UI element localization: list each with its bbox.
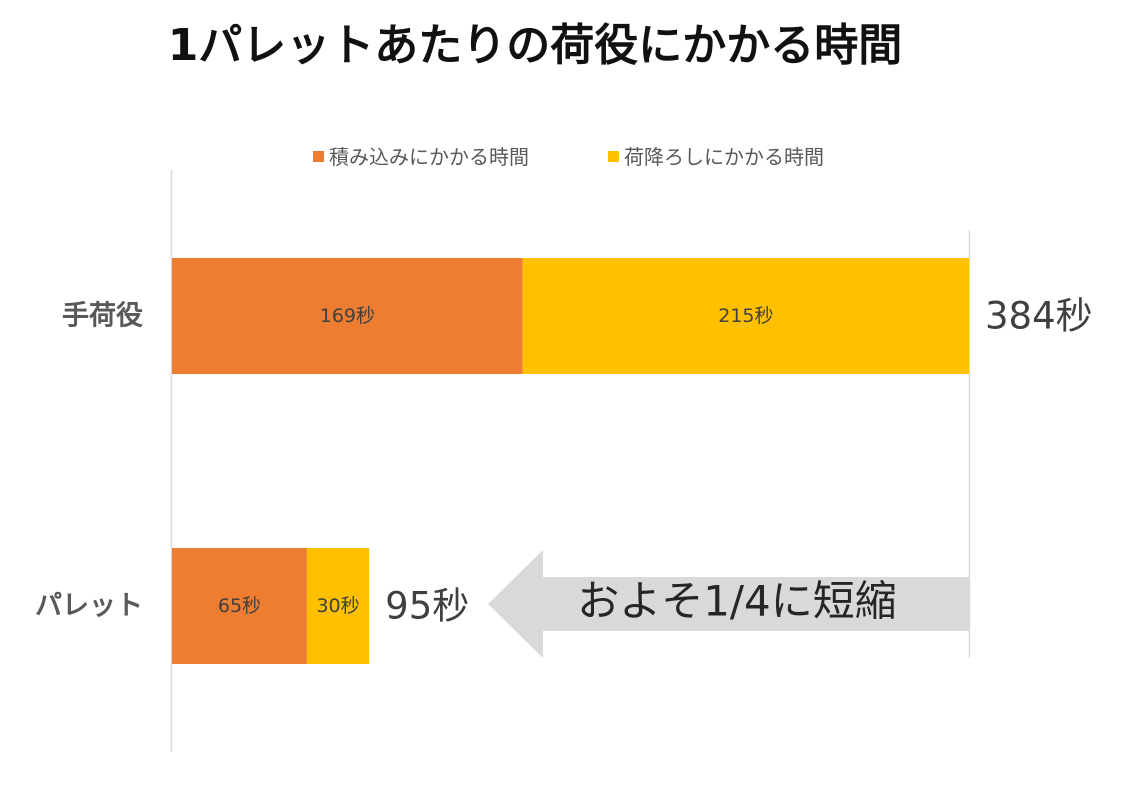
total-label: 95秒: [385, 585, 469, 628]
legend-swatch: [313, 151, 324, 162]
bars: 169秒 215秒 65秒 30秒: [172, 258, 969, 664]
bar-value-label: 215秒: [718, 305, 773, 327]
chart-title: 1パレットあたりの荷役にかかる時間: [168, 20, 903, 71]
bar-segment: [172, 548, 307, 664]
total-labels: 384秒 95秒: [385, 295, 1092, 628]
total-label: 384秒: [985, 295, 1093, 338]
legend-swatch: [608, 151, 619, 162]
bar-segment: [522, 258, 969, 374]
bar-segment: [172, 258, 523, 374]
category-label: パレット: [35, 591, 143, 622]
bar-segment: [306, 548, 370, 664]
bar-value-label: 65秒: [218, 595, 261, 617]
legend-label: 荷降ろしにかかる時間: [624, 145, 824, 169]
category-label: 手荷役: [62, 301, 143, 332]
bar-value-label: 30秒: [316, 595, 359, 617]
category-axis: [170, 170, 971, 752]
reduction-annotation: およそ1/4に短縮: [577, 577, 897, 626]
legend: 積み込みにかかる時間 荷降ろしにかかる時間: [313, 145, 824, 169]
legend-label: 積み込みにかかる時間: [329, 145, 529, 169]
reduction-arrow: およそ1/4に短縮: [488, 550, 969, 658]
reduction-arrow-shape: [488, 550, 969, 658]
bar-value-label: 169秒: [320, 305, 375, 327]
